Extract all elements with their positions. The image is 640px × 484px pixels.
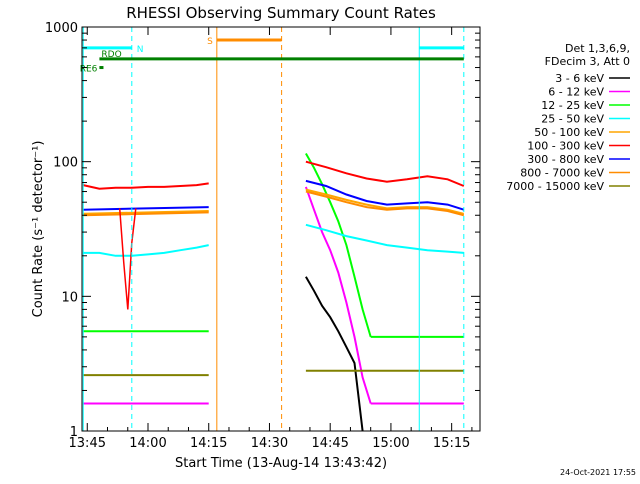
y-axis-label: Count Rate (s⁻¹ detector⁻¹) bbox=[31, 141, 46, 318]
legend-label-800-7000-kev: 800 - 7000 keV bbox=[520, 167, 604, 180]
x-tick-label-1445: 14:45 bbox=[311, 436, 348, 451]
legend-label-3-6-kev: 3 - 6 keV bbox=[555, 72, 604, 85]
footer-timestamp: 24-Oct-2021 17:55 bbox=[560, 468, 636, 477]
y-tick-label-1: 1 bbox=[70, 425, 78, 440]
x-tick-label-1430: 14:30 bbox=[251, 436, 288, 451]
x-axis-label: Start Time (13-Aug-14 13:43:42) bbox=[175, 456, 387, 471]
y-tick-label-1000: 1000 bbox=[45, 21, 78, 36]
y-tick-label-100: 100 bbox=[53, 156, 78, 171]
x-tick-label-1415: 14:15 bbox=[190, 436, 227, 451]
legend-label-100-300-kev: 100 - 300 keV bbox=[527, 140, 604, 153]
series-3-6-kev-segment-0 bbox=[305, 276, 364, 432]
series-layer bbox=[82, 153, 465, 432]
legend-label-50-100-kev: 50 - 100 keV bbox=[534, 126, 604, 139]
series-12-25-kev-segment-1 bbox=[305, 153, 372, 338]
interval-label-n: N bbox=[137, 45, 144, 55]
legend-header-line-1: Det 1,3,6,9, bbox=[565, 42, 630, 55]
legend-label-12-25-kev: 12 - 25 keV bbox=[541, 99, 604, 112]
series-100-300-kev-segment-0 bbox=[82, 182, 209, 190]
chart-title: RHESSI Observing Summary Count Rates bbox=[126, 4, 436, 22]
interval-label-re6: RE6 bbox=[80, 65, 98, 75]
series-800-7000-kev-segment-0 bbox=[83, 211, 209, 217]
legend-label-6-12-kev: 6 - 12 keV bbox=[548, 86, 604, 99]
event-lines-layer bbox=[82, 27, 465, 431]
series-25-50-kev-segment-1 bbox=[305, 223, 464, 254]
series-25-50-kev-segment-0 bbox=[83, 244, 209, 257]
series-50-100-kev-segment-1 bbox=[305, 188, 465, 215]
series-300-800-kev-segment-1 bbox=[305, 179, 465, 211]
legend-label-300-800-kev: 300 - 800 keV bbox=[527, 153, 604, 166]
plot-frame bbox=[81, 26, 481, 432]
series-6-12-kev-segment-1 bbox=[304, 186, 372, 404]
interval-label-s: S bbox=[207, 37, 213, 47]
x-tick-label-1515: 15:15 bbox=[433, 436, 470, 451]
x-tick-label-1345: 13:45 bbox=[69, 436, 106, 451]
series-100-300-kev-segment-1 bbox=[305, 160, 465, 187]
legend-header-line-2: FDecim 3, Att 0 bbox=[545, 55, 630, 68]
legend: Det 1,3,6,9, FDecim 3, Att 0 3 - 6 keV6 … bbox=[506, 42, 630, 193]
series-800-7000-kev-segment-1 bbox=[305, 190, 465, 217]
legend-label-7000-15000-kev: 7000 - 15000 keV bbox=[506, 180, 604, 193]
attenuator-dip bbox=[118, 208, 137, 310]
y-tick-label-10: 10 bbox=[61, 290, 78, 305]
axes-layer: 13:45 14:00 14:15 14:30 14:45 15:00 15:15 1 10 10… bbox=[45, 21, 480, 451]
interval-label-rdo: RDO bbox=[101, 50, 121, 60]
x-tick-label-1400: 14:00 bbox=[129, 436, 166, 451]
legend-label-25-50-kev: 25 - 50 keV bbox=[541, 113, 604, 126]
series-300-800-kev-segment-0 bbox=[83, 206, 209, 211]
x-tick-label-1500: 15:00 bbox=[372, 436, 409, 451]
series-50-100-kev-segment-0 bbox=[83, 210, 209, 215]
